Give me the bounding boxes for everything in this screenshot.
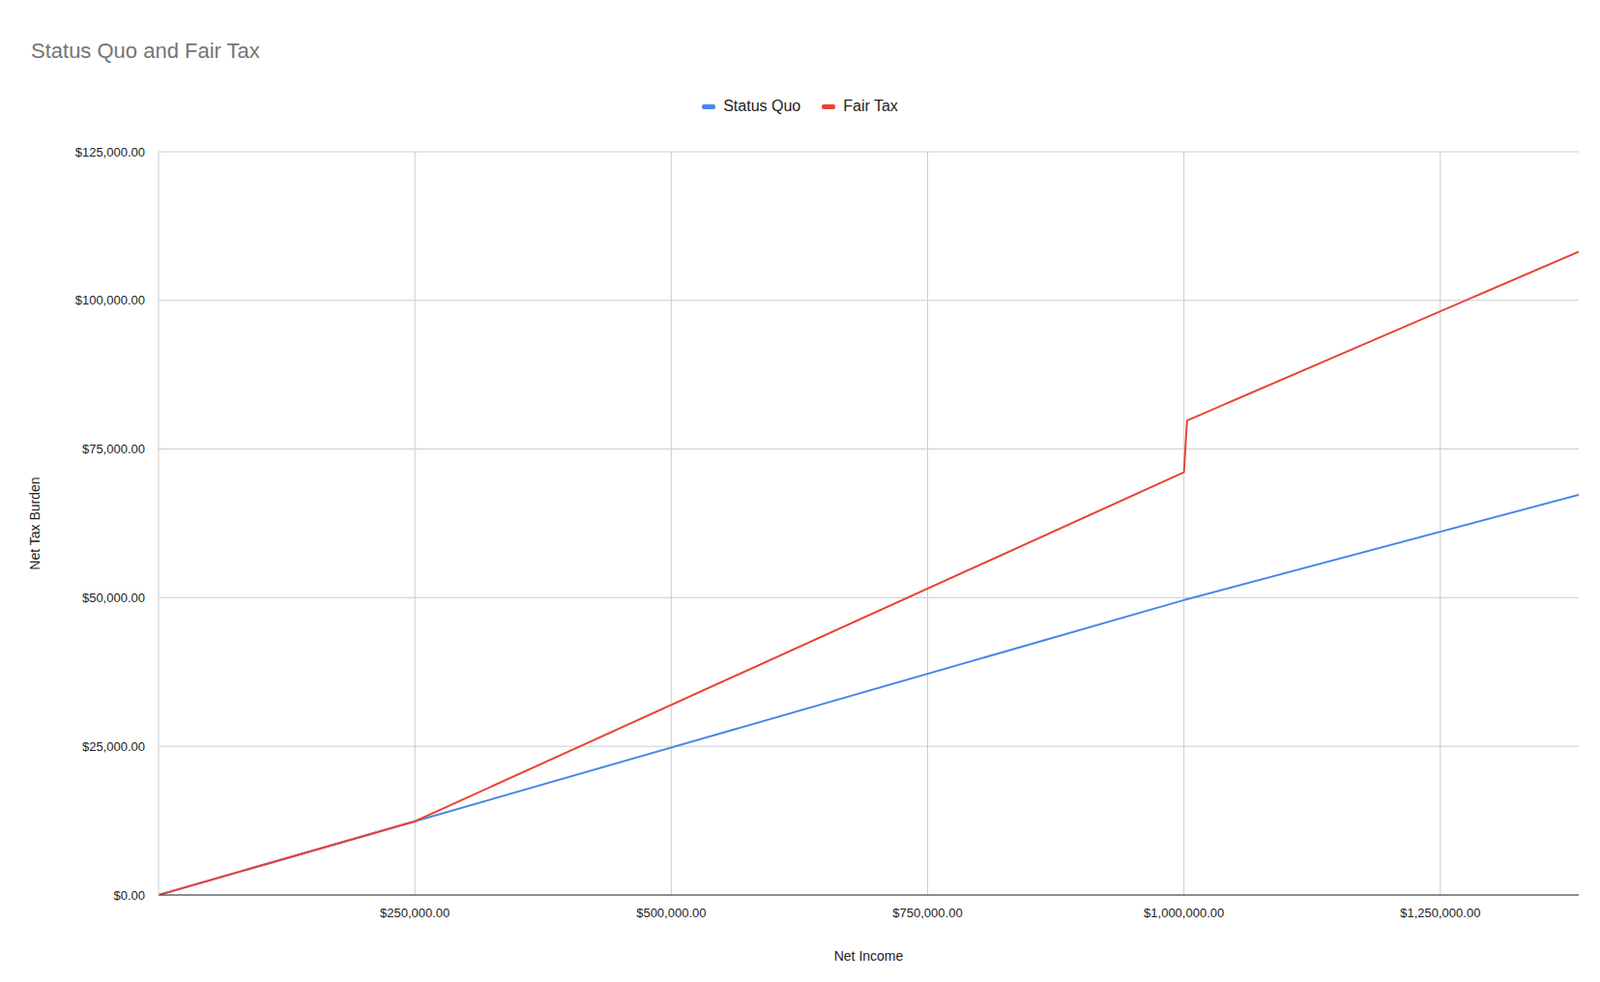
svg-text:$25,000.00: $25,000.00	[82, 739, 146, 755]
svg-text:$1,250,000.00: $1,250,000.00	[1399, 905, 1481, 921]
svg-text:Net Tax Burden: Net Tax Burden	[27, 476, 43, 570]
svg-text:$75,000.00: $75,000.00	[82, 441, 146, 457]
svg-text:$125,000.00: $125,000.00	[75, 145, 146, 160]
html-text:Fair Tax: Fair Tax	[843, 97, 898, 115]
svg-text:$0.00: $0.00	[113, 888, 146, 903]
svg-text:$100,000.00: $100,000.00	[75, 292, 146, 308]
svg-text:$750,000.00: $750,000.00	[892, 905, 962, 921]
html-text:Status Quo: Status Quo	[723, 97, 801, 115]
svg-text:$50,000.00: $50,000.00	[82, 590, 146, 606]
svg-text:Net Income: Net Income	[834, 948, 904, 964]
svg-text:$1,000,000.00: $1,000,000.00	[1143, 905, 1224, 921]
html-text:Status Quo and Fair Tax: Status Quo and Fair Tax	[30, 38, 260, 63]
svg-text:$500,000.00: $500,000.00	[636, 905, 706, 921]
svg-text:$250,000.00: $250,000.00	[379, 905, 450, 921]
